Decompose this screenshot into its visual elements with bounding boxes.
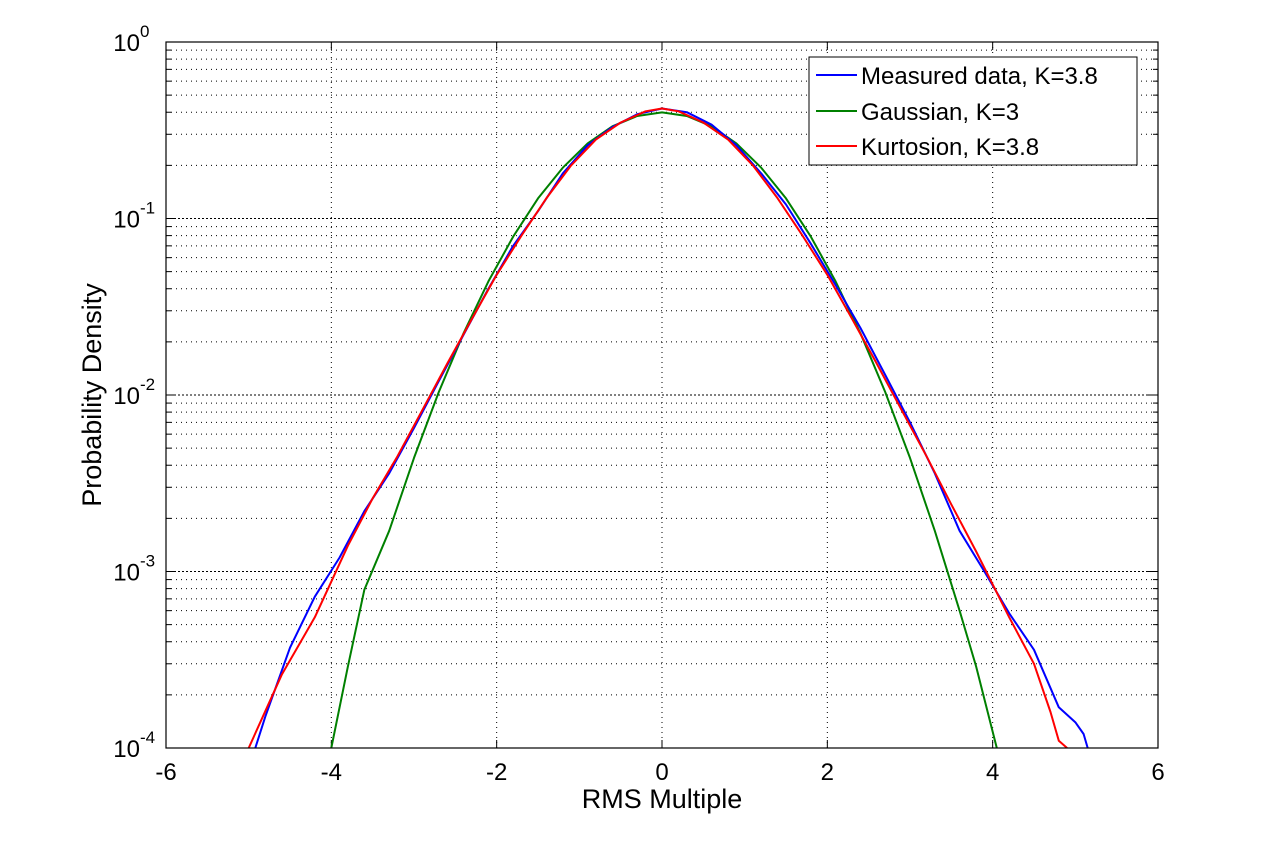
x-axis-title: RMS Multiple [582,784,743,814]
y-tick-label: 10 [113,560,140,587]
y-tick-label-exponent: -4 [140,728,155,747]
y-tick-label: 10 [113,383,140,410]
series-line-0 [254,107,1089,748]
legend: Measured data, K=3.8 Gaussian, K=3 Kurto… [808,56,1138,166]
series-line-2 [247,107,1068,748]
y-tick-label: 10 [113,30,140,57]
legend-label-kurtosion: Kurtosion, K=3.8 [861,134,1039,161]
y-tick-label-exponent: -1 [140,199,155,218]
y-tick-label-exponent: -3 [140,552,155,571]
x-tick-label: -2 [486,759,507,786]
y-tick-label-exponent: 0 [140,22,149,41]
grid-lines [166,42,1158,748]
y-axis-title: Probability Density [77,283,107,507]
legend-label-measured: Measured data, K=3.8 [861,63,1098,90]
x-tick-label: -4 [321,759,342,786]
x-tick-label: 4 [986,759,999,786]
x-tick-label: 2 [821,759,834,786]
x-tick-labels: -6 -4 -2 0 2 4 6 [155,759,1164,786]
y-tick-label: 10 [113,207,140,234]
x-tick-label: 0 [655,759,668,786]
series-lines [247,107,1089,748]
legend-label-gaussian: Gaussian, K=3 [861,99,1019,126]
x-tick-label: -6 [155,759,176,786]
legend-box [808,56,1138,166]
y-tick-label: 10 [113,736,140,763]
plot-frame [165,41,1159,749]
y-tick-label-exponent: -2 [140,375,155,394]
series-line-1 [330,111,998,748]
x-tick-label: 6 [1151,759,1164,786]
